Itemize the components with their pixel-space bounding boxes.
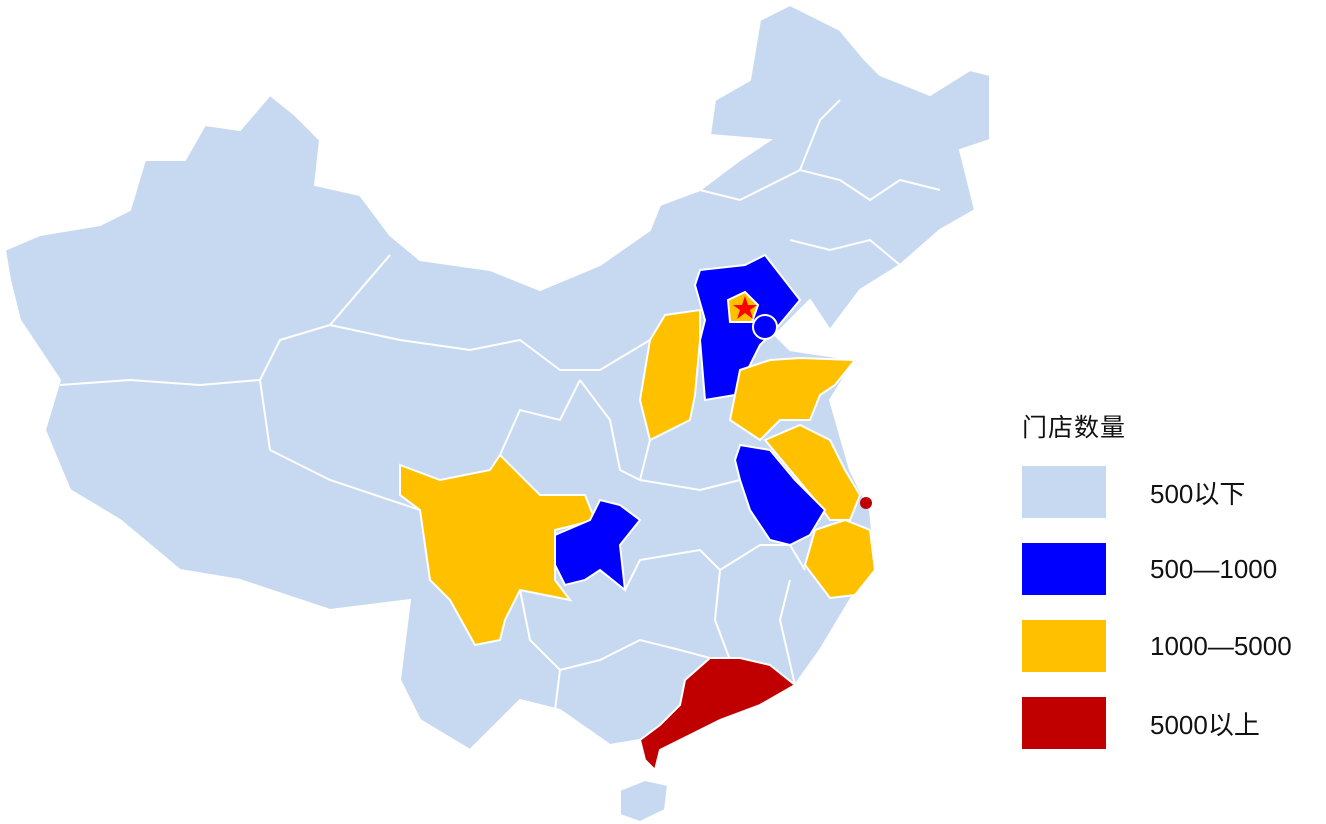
province-borders bbox=[59, 99, 941, 711]
legend-swatch bbox=[1022, 543, 1106, 595]
china-map bbox=[3, 3, 991, 824]
province-tianjin[interactable] bbox=[752, 314, 778, 340]
province-jiangsu[interactable] bbox=[763, 423, 862, 521]
province-shandong[interactable] bbox=[728, 356, 858, 442]
legend-label: 5000以上 bbox=[1150, 709, 1260, 740]
province-shanghai[interactable] bbox=[860, 497, 872, 509]
province-anhui[interactable] bbox=[733, 443, 827, 547]
province-shanxi[interactable] bbox=[638, 308, 701, 442]
capital-star-icon bbox=[733, 296, 757, 319]
legend: 门店数量 500以下 500—1000 1000—5000 5000以上 bbox=[1022, 408, 1292, 774]
province-zhejiang[interactable] bbox=[803, 518, 877, 600]
legend-label: 1000—5000 bbox=[1150, 630, 1292, 661]
legend-label: 500—1000 bbox=[1150, 553, 1278, 584]
legend-title: 门店数量 bbox=[1022, 413, 1127, 442]
province-guangdong[interactable] bbox=[638, 657, 797, 772]
legend-item-over-5000: 5000以上 bbox=[1022, 697, 1292, 749]
province-hainan[interactable] bbox=[619, 778, 670, 824]
legend-item-500-1000: 500—1000 bbox=[1022, 543, 1292, 595]
legend-item-1000-5000: 1000—5000 bbox=[1022, 620, 1292, 672]
legend-label: 500以下 bbox=[1150, 478, 1246, 509]
legend-swatch bbox=[1022, 620, 1106, 672]
province-chongqing[interactable] bbox=[554, 498, 642, 593]
legend-swatch bbox=[1022, 697, 1106, 749]
legend-swatch bbox=[1022, 466, 1106, 518]
china-outline[interactable] bbox=[3, 3, 991, 752]
legend-item-under-500: 500以下 bbox=[1022, 466, 1292, 518]
province-sichuan[interactable] bbox=[399, 453, 597, 647]
